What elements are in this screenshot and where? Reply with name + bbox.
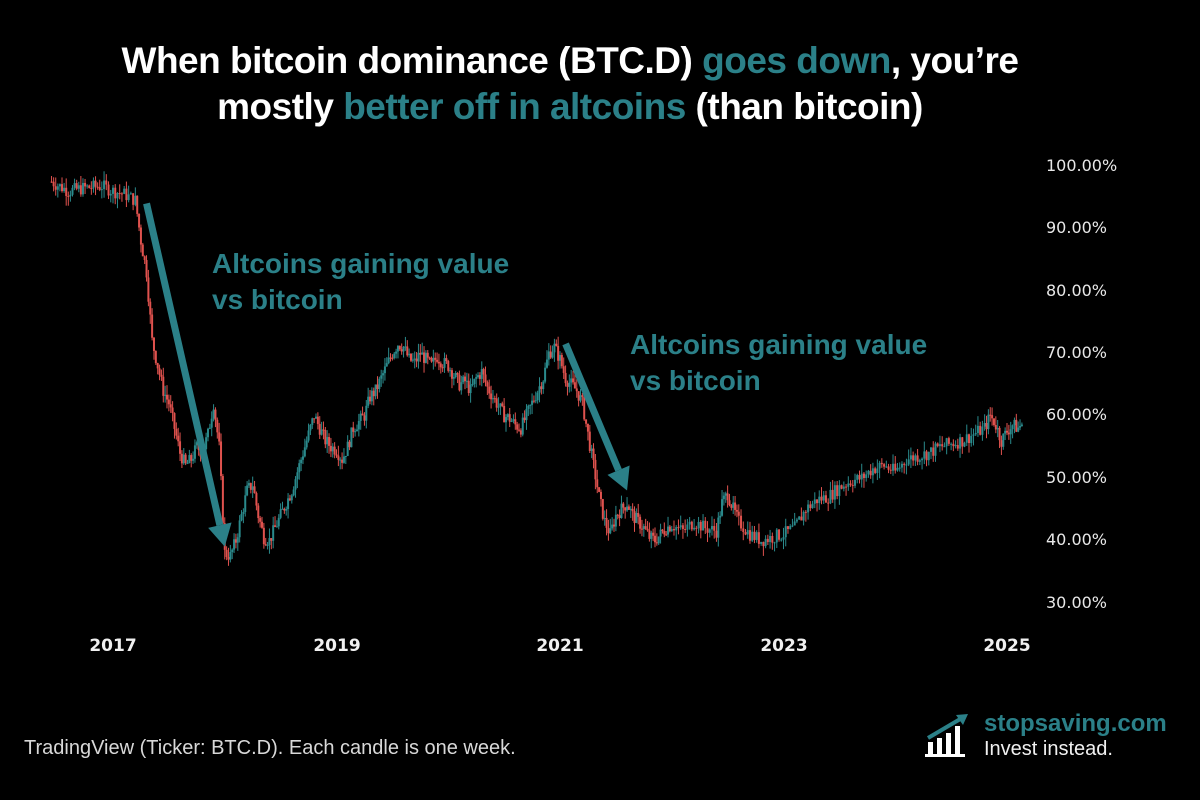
x-tick: 2021 <box>536 636 584 656</box>
x-tick: 2017 <box>89 636 137 656</box>
annotation-line: Altcoins gaining value <box>212 248 510 279</box>
y-tick: 50.00% <box>1046 468 1108 487</box>
trend-arrows <box>143 202 630 547</box>
arrow-icon <box>143 202 224 526</box>
chart-title: When bitcoin dominance (BTC.D) goes down… <box>0 38 1140 130</box>
brand-name: stopsaving.com <box>984 710 1167 737</box>
annotation-line: vs bitcoin <box>212 284 343 315</box>
title-text: When bitcoin dominance (BTC.D) <box>121 40 703 81</box>
annotation-line: Altcoins gaining value <box>630 329 928 360</box>
title-line-1: When bitcoin dominance (BTC.D) goes down… <box>0 38 1140 84</box>
y-tick: 40.00% <box>1046 530 1108 549</box>
y-tick: 60.00% <box>1046 405 1108 424</box>
x-tick: 2019 <box>313 636 361 656</box>
arrow-head-icon <box>607 465 630 491</box>
title-highlight: better off in altcoins <box>343 86 686 127</box>
arrow-head-icon <box>208 522 232 547</box>
source-caption: TradingView (Ticker: BTC.D). Each candle… <box>24 737 516 759</box>
bar-chart-logo-icon <box>925 714 968 757</box>
title-highlight: goes down <box>702 40 891 81</box>
x-tick: 2025 <box>983 636 1031 656</box>
y-tick: 80.00% <box>1046 281 1108 300</box>
title-line-2: mostly better off in altcoins (than bitc… <box>0 84 1140 130</box>
title-text: mostly <box>217 86 344 127</box>
arrow-icon <box>562 342 622 472</box>
annotation-1: Altcoins gaining value vs bitcoin <box>212 246 509 318</box>
y-tick: 90.00% <box>1046 218 1108 237</box>
brand-tagline: Invest instead. <box>984 738 1113 760</box>
annotation-2: Altcoins gaining value vs bitcoin <box>630 327 927 399</box>
title-text: , you’re <box>890 40 1019 81</box>
y-tick: 70.00% <box>1046 343 1108 362</box>
x-tick: 2023 <box>760 636 808 656</box>
y-tick: 30.00% <box>1046 593 1108 612</box>
title-text: (than bitcoin) <box>685 86 924 127</box>
annotation-line: vs bitcoin <box>630 365 761 396</box>
candles <box>50 171 1023 566</box>
y-tick: 100.00% <box>1046 156 1118 175</box>
